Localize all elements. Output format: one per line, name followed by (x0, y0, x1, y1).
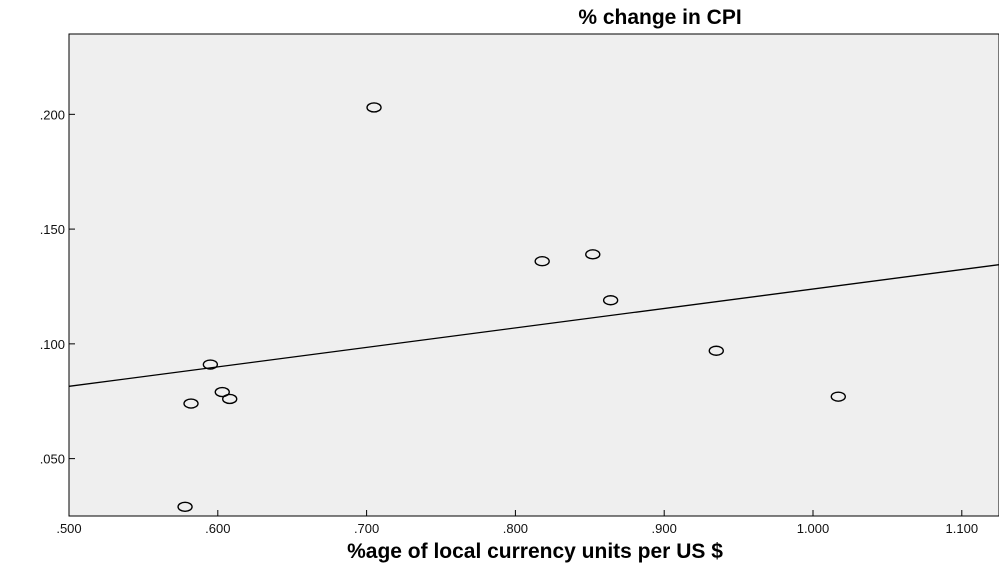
data-point (534, 256, 550, 267)
data-point (585, 249, 601, 260)
data-point (202, 359, 219, 370)
x-tick-label: .600 (205, 521, 230, 536)
x-axis-title: %age of local currency units per US $ (347, 540, 723, 563)
plot-area (68, 33, 999, 517)
data-points (177, 102, 846, 513)
x-tick-label: .900 (652, 521, 677, 536)
x-tick-label: .500 (56, 521, 81, 536)
x-tick-label: .800 (503, 521, 528, 536)
axis-ticks: .500 .600 .700 .800 .900 1.000 1.100 .050 .100 .1… (40, 107, 978, 536)
y-tick-label: .150 (40, 222, 65, 237)
data-point (708, 345, 724, 356)
data-point (602, 295, 619, 306)
x-tick-label: 1.100 (946, 521, 979, 536)
data-point (183, 398, 199, 409)
data-point (366, 102, 382, 113)
data-point (830, 391, 846, 402)
data-point (214, 386, 230, 398)
y-tick-label: .050 (40, 452, 65, 467)
x-tick-label: .700 (354, 521, 379, 536)
y-tick-label: .100 (40, 337, 65, 352)
x-tick-label: 1.000 (797, 521, 830, 536)
y-tick-label: .200 (40, 107, 65, 122)
data-point (177, 501, 193, 513)
chart-title: % change in CPI (578, 6, 742, 29)
data-point (222, 393, 238, 405)
fit-line (68, 264, 999, 387)
